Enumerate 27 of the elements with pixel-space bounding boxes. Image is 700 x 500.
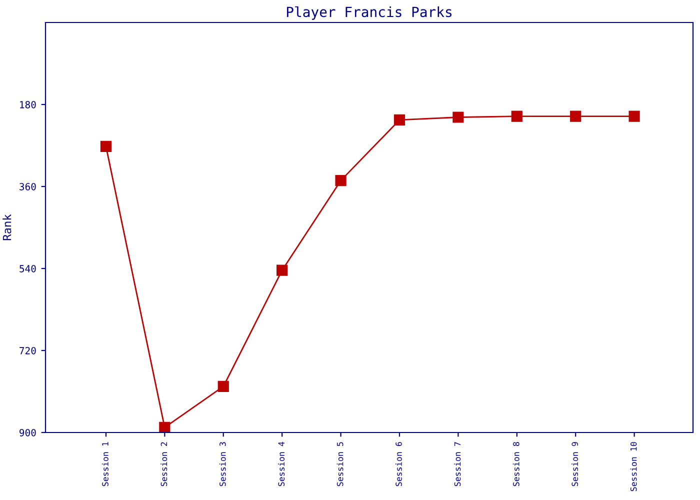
point	[570, 110, 582, 122]
chart-title: Player Francis Parks	[286, 6, 452, 20]
y-tick-label: 900	[20, 429, 36, 436]
x-tick-label: Session 10	[630, 442, 637, 492]
x-tick-label: Session 6	[395, 442, 402, 486]
y-tick-label: 540	[20, 265, 36, 272]
point	[452, 112, 464, 123]
y-axis-title: Rank	[2, 214, 12, 240]
y-tick-label: 180	[20, 101, 36, 108]
y-tick-label: 720	[20, 347, 36, 354]
x-tick-label: Session 7	[454, 442, 461, 486]
point	[511, 110, 522, 122]
x-tick-label: Session 2	[160, 442, 168, 486]
point	[100, 140, 112, 152]
point	[159, 422, 170, 432]
point	[628, 110, 640, 122]
point	[335, 175, 346, 186]
x-tick-label: Session 1	[102, 442, 108, 486]
x-tick-label: Session 8	[512, 442, 520, 486]
x-tick-label: Session 5	[336, 442, 344, 486]
point	[276, 264, 288, 276]
x-tick-label: Session 4	[278, 442, 285, 486]
x-tick-label: Session 3	[219, 442, 226, 486]
y-tick-label: 360	[20, 183, 36, 190]
x-tick-label: Session 9	[572, 442, 578, 486]
point	[394, 114, 406, 126]
point	[218, 380, 229, 392]
